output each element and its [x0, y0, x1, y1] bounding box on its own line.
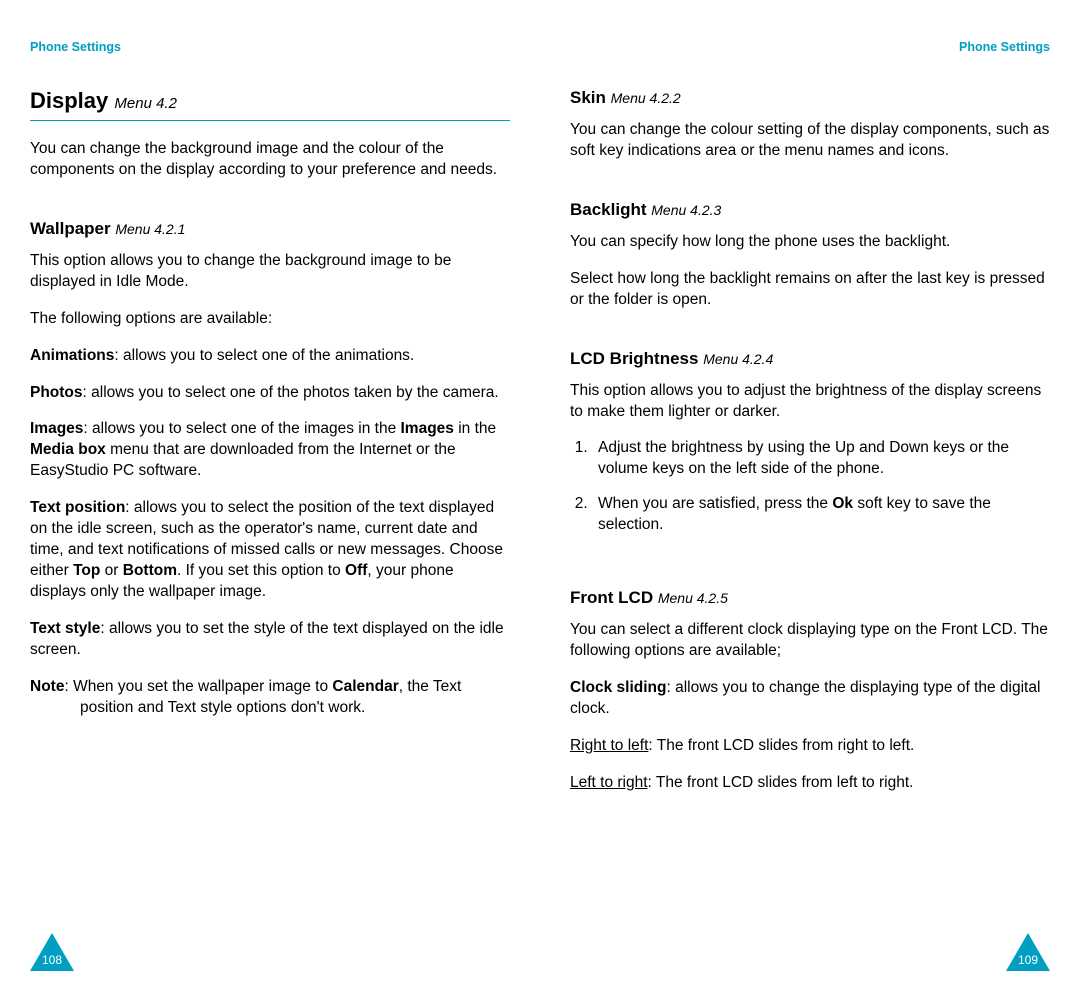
lcd-step-1: Adjust the brightness by using the Up an… — [592, 438, 1050, 480]
page-number-right: 109 — [1006, 953, 1050, 967]
option-animations: Animations: allows you to select one of … — [30, 346, 510, 367]
photos-text: : allows you to select one of the photos… — [83, 384, 499, 401]
textstyle-text: : allows you to set the style of the tex… — [30, 620, 504, 658]
skin-p1: You can change the colour setting of the… — [570, 120, 1050, 162]
subsection-lcd-brightness: LCD Brightness Menu 4.2.4 — [570, 349, 1050, 369]
wallpaper-p2: The following options are available: — [30, 309, 510, 330]
page-number-left: 108 — [30, 953, 74, 967]
textpos-label: Text position — [30, 499, 125, 516]
images-text-b: Images — [401, 420, 454, 437]
textpos-e: . If you set this option to — [177, 562, 345, 579]
lcd-title: LCD Brightness — [570, 349, 698, 368]
right-page: Phone Settings Skin Menu 4.2.2 You can c… — [570, 40, 1050, 961]
subsection-backlight: Backlight Menu 4.2.3 — [570, 200, 1050, 220]
rtl-text: : The front LCD slides from right to lef… — [648, 737, 914, 754]
images-text-d: Media box — [30, 441, 106, 458]
backlight-menu-ref: Menu 4.2.3 — [651, 202, 721, 218]
left-page: Phone Settings Display Menu 4.2 You can … — [30, 40, 510, 961]
subsection-wallpaper: Wallpaper Menu 4.2.1 — [30, 219, 510, 239]
textpos-f: Off — [345, 562, 367, 579]
option-photos: Photos: allows you to select one of the … — [30, 383, 510, 404]
lcd-steps: Adjust the brightness by using the Up an… — [592, 438, 1050, 550]
option-images: Images: allows you to select one of the … — [30, 419, 510, 482]
lcd-li2b: Ok — [832, 495, 853, 512]
front-title: Front LCD — [570, 588, 653, 607]
backlight-p2: Select how long the backlight remains on… — [570, 269, 1050, 311]
skin-menu-ref: Menu 4.2.2 — [611, 90, 681, 106]
option-text-style: Text style: allows you to set the style … — [30, 619, 510, 661]
textstyle-label: Text style — [30, 620, 100, 637]
skin-title: Skin — [570, 88, 606, 107]
subsection-menu-ref: Menu 4.2.1 — [115, 221, 185, 237]
subsection-skin: Skin Menu 4.2.2 — [570, 88, 1050, 108]
front-menu-ref: Menu 4.2.5 — [658, 590, 728, 606]
animations-label: Animations — [30, 347, 114, 364]
rtl-label: Right to left — [570, 737, 648, 754]
lcd-li2a: When you are satisfied, press the — [598, 495, 832, 512]
left-page-header: Phone Settings — [30, 40, 510, 54]
option-ltr: Left to right: The front LCD slides from… — [570, 773, 1050, 794]
textpos-b: Top — [73, 562, 100, 579]
ltr-label: Left to right — [570, 774, 648, 791]
images-text-c: in the — [454, 420, 496, 437]
textpos-d: Bottom — [123, 562, 177, 579]
lcd-p1: This option allows you to adjust the bri… — [570, 381, 1050, 423]
backlight-p1: You can specify how long the phone uses … — [570, 232, 1050, 253]
right-page-header: Phone Settings — [570, 40, 1050, 54]
subsection-title-text: Wallpaper — [30, 219, 111, 238]
wallpaper-note: Note: When you set the wallpaper image t… — [30, 677, 510, 719]
textpos-c: or — [100, 562, 122, 579]
front-p1: You can select a different clock display… — [570, 620, 1050, 662]
option-clock-sliding: Clock sliding: allows you to change the … — [570, 678, 1050, 720]
wallpaper-p1: This option allows you to change the bac… — [30, 251, 510, 293]
animations-text: : allows you to select one of the animat… — [114, 347, 414, 364]
option-text-position: Text position: allows you to select the … — [30, 498, 510, 603]
section-title-text: Display — [30, 88, 108, 113]
section-menu-ref: Menu 4.2 — [114, 95, 177, 112]
ltr-text: : The front LCD slides from left to righ… — [648, 774, 914, 791]
photos-label: Photos — [30, 384, 83, 401]
subsection-front-lcd: Front LCD Menu 4.2.5 — [570, 588, 1050, 608]
section-title-display: Display Menu 4.2 — [30, 88, 510, 121]
option-rtl: Right to left: The front LCD slides from… — [570, 736, 1050, 757]
intro-paragraph: You can change the background image and … — [30, 139, 510, 181]
clock-label: Clock sliding — [570, 679, 666, 696]
lcd-step-2: When you are satisfied, press the Ok sof… — [592, 494, 1050, 536]
backlight-title: Backlight — [570, 200, 647, 219]
images-label: Images — [30, 420, 83, 437]
images-text-a: : allows you to select one of the images… — [83, 420, 400, 437]
lcd-menu-ref: Menu 4.2.4 — [703, 351, 773, 367]
